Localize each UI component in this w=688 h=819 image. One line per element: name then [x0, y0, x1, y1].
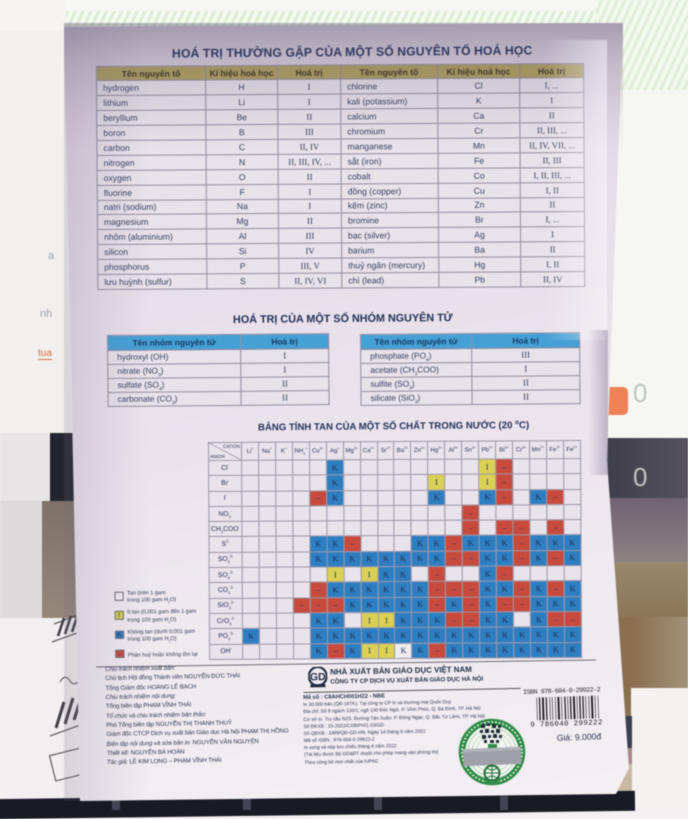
svg-text:GD: GD	[310, 671, 326, 683]
